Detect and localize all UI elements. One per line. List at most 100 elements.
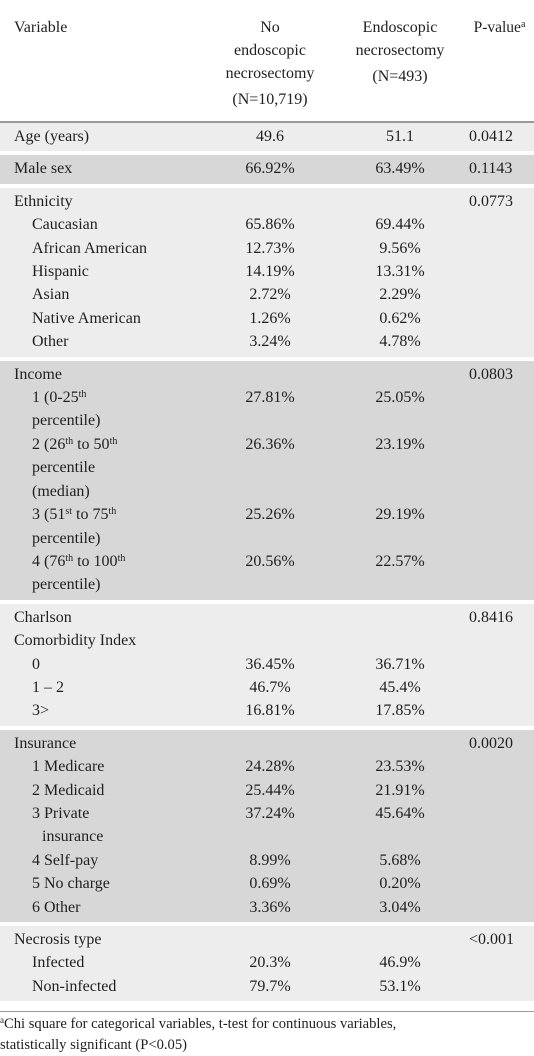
table-row: 1 Medicare 24.28% 23.53%: [0, 755, 534, 779]
row-label-part: 4 (76: [32, 552, 66, 570]
cell-no: 20.56%: [245, 552, 295, 570]
cell-yes: 51.1: [386, 128, 414, 145]
table-row: Native American 1.26% 0.62%: [0, 306, 534, 331]
row-label: 0: [32, 655, 40, 673]
cell-no: 25.44%: [245, 781, 295, 799]
comparison-table: Variable No endoscopic necrosectomy (N=1…: [0, 0, 534, 1004]
row-label-line2: insurance: [42, 828, 104, 846]
row-label: 6 Other: [32, 898, 81, 916]
group-ethnicity: Ethnicity 0.0773 Caucasian 65.86% 69.44%…: [0, 185, 534, 359]
row-label: Non-infected: [32, 977, 117, 995]
row-label-line2: percentile: [32, 459, 96, 477]
group-label-line2: Comorbidity Index: [14, 632, 137, 650]
row-label: 3 (51st to 75th: [14, 503, 205, 526]
table-row: 6 Other 3.36% 3.04%: [0, 895, 534, 924]
cell-yes: 4.78%: [379, 333, 421, 351]
header-row: Variable No endoscopic necrosectomy (N=1…: [0, 0, 534, 122]
cell-no: 37.24%: [245, 804, 295, 822]
row-label: 3>: [32, 702, 50, 720]
cell-no: 14.19%: [245, 263, 295, 281]
row-label: 1 – 2: [32, 678, 64, 696]
row-label-part: 2 (26: [32, 435, 66, 453]
cell-yes: 45.4%: [379, 678, 421, 696]
header-variable: Variable: [14, 19, 68, 36]
header-no-line3: necrosectomy: [225, 65, 315, 82]
cell-no: 27.81%: [245, 389, 295, 407]
cell-no: 79.7%: [249, 977, 291, 995]
cell-no: 46.7%: [249, 678, 291, 696]
row-label-sup: th: [65, 552, 74, 564]
cell-yes: 21.91%: [375, 781, 425, 799]
cell-yes: 45.64%: [375, 804, 425, 822]
table-row: 4 Self-pay 8.99% 5.68%: [0, 848, 534, 873]
cell-yes: 23.53%: [375, 758, 425, 776]
cell-yes: 53.1%: [379, 977, 421, 995]
header-endoscopic: Endoscopic necrosectomy (N=493): [335, 0, 465, 122]
cell-yes: 9.56%: [379, 239, 421, 257]
group-male: Male sex 66.92% 63.49% 0.1143: [0, 153, 534, 186]
row-label: Asian: [32, 286, 70, 304]
cell-yes: 22.57%: [375, 552, 425, 570]
row-label-sup: th: [117, 552, 126, 564]
cell-p: 0.0020: [469, 734, 513, 752]
row-label-line3: (median): [32, 482, 90, 500]
table-row: 3> 16.81% 17.85%: [0, 699, 534, 728]
row-label: Infected: [32, 954, 85, 972]
row-label: Other: [32, 333, 69, 351]
group-insurance: Insurance 0.0020 1 Medicare 24.28% 23.53…: [0, 727, 534, 924]
header-no-endoscopic: No endoscopic necrosectomy (N=10,719): [205, 0, 335, 122]
cell-no: 0.69%: [249, 875, 291, 893]
row-label: Age (years): [14, 128, 90, 145]
cell-yes: 29.19%: [375, 506, 425, 524]
row-label: 4 Self-pay: [32, 851, 99, 869]
cell-p: 0.8416: [469, 608, 513, 626]
cell-no: 66.92%: [245, 160, 295, 178]
cell-yes: 2.29%: [379, 286, 421, 304]
table-row: Hispanic 14.19% 13.31%: [0, 260, 534, 284]
table-row: 1 (0-25th percentile) 27.81% 25.05%: [0, 386, 534, 433]
row-label: 2 Medicaid: [32, 781, 105, 799]
cell-p: 0.0412: [469, 128, 513, 145]
cell-no: 3.36%: [249, 898, 291, 916]
row-label-sup: th: [78, 389, 87, 401]
table-footnote: aChi square for categorical variables, t…: [0, 1011, 534, 1056]
group-label: Income: [14, 365, 62, 383]
row-label: 1 Medicare: [32, 758, 105, 776]
cell-yes: 0.20%: [379, 875, 421, 893]
row-label-part: to 100: [73, 552, 118, 570]
table-row: African American 12.73% 9.56%: [0, 236, 534, 261]
row-label-sup: th: [65, 435, 74, 447]
table-row: Caucasian 65.86% 69.44%: [0, 213, 534, 237]
cell-yes: 3.04%: [379, 898, 421, 916]
footnote-line1: aChi square for categorical variables, t…: [0, 1014, 534, 1035]
row-label-line2: percentile): [32, 529, 101, 547]
table-header: Variable No endoscopic necrosectomy (N=1…: [0, 0, 534, 122]
header-pvalue-text: P-value: [473, 19, 521, 36]
row-label-sup: th: [109, 435, 118, 447]
cell-yes: 5.68%: [379, 851, 421, 869]
cell-no: 12.73%: [245, 239, 295, 257]
row-label: 5 No charge: [32, 875, 110, 893]
row-label: 4 (76th to 100th: [14, 550, 205, 573]
cell-no: 49.6: [256, 128, 284, 145]
group-income: Income 0.0803 1 (0-25th percentile) 27.8…: [0, 358, 534, 602]
group-charlson: Charlson Comorbidity Index 0.8416 0 36.4…: [0, 601, 534, 728]
row-label: Male sex: [14, 160, 73, 178]
group-age: Age (years) 49.6 51.1 0.0412: [0, 122, 534, 154]
table-row: Income 0.0803: [0, 358, 534, 387]
table-row: 2 (26th to 50th percentile (median) 26.3…: [0, 432, 534, 504]
header-pvalue: P-valuea: [465, 0, 534, 122]
table-row: 1 – 2 46.7% 45.4%: [0, 675, 534, 700]
table-row: 0 36.45% 36.71%: [0, 652, 534, 676]
header-endo-line1: Endoscopic: [362, 19, 438, 36]
cell-no: 8.99%: [249, 851, 291, 869]
cell-no: 2.72%: [249, 286, 291, 304]
row-label: Native American: [32, 309, 141, 327]
cell-no: 36.45%: [245, 655, 295, 673]
group-label: Charlson: [14, 608, 72, 626]
row-label-part: 1 (0-25: [32, 389, 79, 407]
row-label: 1 (0-25th: [14, 386, 205, 409]
row-label-part: to 75: [72, 506, 109, 524]
row-label-sup: th: [108, 506, 117, 518]
cell-no: 65.86%: [245, 216, 295, 234]
